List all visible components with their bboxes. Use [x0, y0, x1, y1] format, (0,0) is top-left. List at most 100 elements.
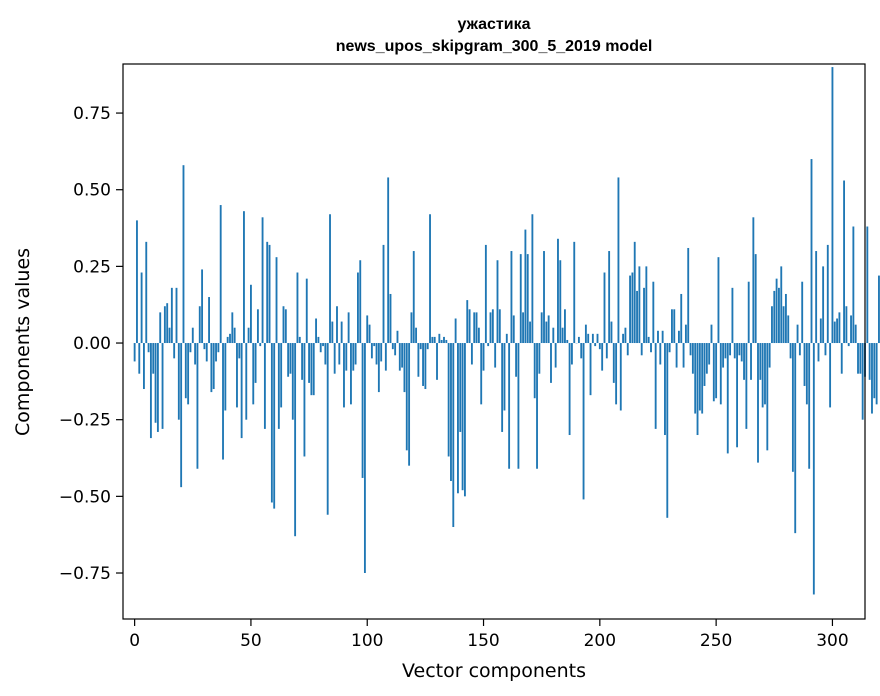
bar [612, 343, 615, 383]
bar [636, 290, 638, 344]
bar [473, 312, 476, 344]
bar [508, 343, 511, 469]
y-axis-label: Components values [12, 248, 34, 436]
bar [166, 303, 169, 344]
bar [540, 312, 543, 344]
bar [426, 343, 429, 350]
bar [245, 343, 248, 420]
bar [566, 339, 569, 344]
bar [708, 343, 711, 365]
bar [254, 343, 257, 383]
bar [582, 343, 585, 500]
bar [168, 327, 171, 344]
bar [412, 251, 415, 344]
bar [361, 343, 364, 478]
bar [422, 343, 424, 386]
bar [533, 343, 536, 399]
bar [268, 244, 271, 344]
bar [305, 278, 308, 344]
bar [778, 287, 780, 344]
bar [784, 293, 787, 344]
bar [477, 327, 480, 344]
bar [817, 343, 820, 362]
bar [494, 343, 497, 368]
bar [247, 327, 250, 344]
bars-group [133, 67, 880, 595]
bar [775, 278, 778, 344]
bar [768, 343, 771, 368]
bar [587, 333, 590, 344]
bar [336, 306, 338, 344]
bar [222, 343, 224, 460]
bar [391, 343, 394, 350]
bar [824, 343, 827, 356]
bar [738, 343, 741, 356]
bar [487, 343, 490, 347]
bar [801, 281, 804, 344]
bar [596, 333, 599, 344]
bar [459, 343, 462, 432]
bar [570, 343, 573, 365]
bar [280, 343, 283, 408]
x-tick-label: 300 [816, 631, 848, 651]
bar [373, 343, 376, 347]
bar [156, 343, 159, 432]
bar [212, 343, 215, 390]
bar [461, 343, 464, 491]
bar [147, 343, 150, 353]
bar [368, 324, 371, 344]
bar [191, 327, 194, 344]
bar [666, 343, 669, 518]
bar [505, 333, 508, 344]
bar [805, 343, 808, 405]
bar [701, 343, 704, 414]
bar [652, 281, 655, 344]
bar [550, 343, 552, 383]
bar [615, 343, 618, 405]
bar [282, 306, 285, 344]
bar [338, 343, 341, 365]
bar [405, 343, 408, 451]
bar [712, 343, 715, 402]
bar [861, 343, 864, 420]
bar [617, 177, 620, 344]
bar [873, 343, 876, 399]
bar [401, 343, 404, 368]
bar [315, 318, 317, 344]
bar [638, 266, 641, 344]
bar [270, 343, 273, 503]
bar [722, 343, 725, 368]
bar [433, 336, 436, 344]
bar [633, 241, 636, 344]
bar [210, 343, 213, 393]
bar [659, 343, 662, 365]
bar [417, 343, 420, 377]
bar [743, 343, 745, 380]
bar [731, 287, 734, 344]
bar [436, 343, 438, 380]
bar [324, 343, 327, 365]
y-tick-label: −0.50 [59, 487, 111, 507]
bar [287, 343, 290, 377]
bar [312, 343, 315, 396]
bar [724, 343, 727, 359]
bar [231, 312, 234, 344]
bar [452, 343, 455, 528]
bar [740, 343, 743, 362]
bar [489, 312, 492, 344]
bar [766, 343, 769, 451]
bar [345, 343, 348, 371]
bar [470, 343, 473, 365]
bar [836, 318, 839, 344]
bar [250, 284, 252, 344]
bar [671, 309, 673, 344]
bar [719, 343, 722, 405]
bar [233, 327, 236, 344]
bar [266, 241, 269, 344]
bar [175, 287, 178, 344]
bar [812, 343, 815, 595]
bar [531, 214, 534, 344]
bar [498, 309, 501, 344]
bar [715, 343, 718, 399]
